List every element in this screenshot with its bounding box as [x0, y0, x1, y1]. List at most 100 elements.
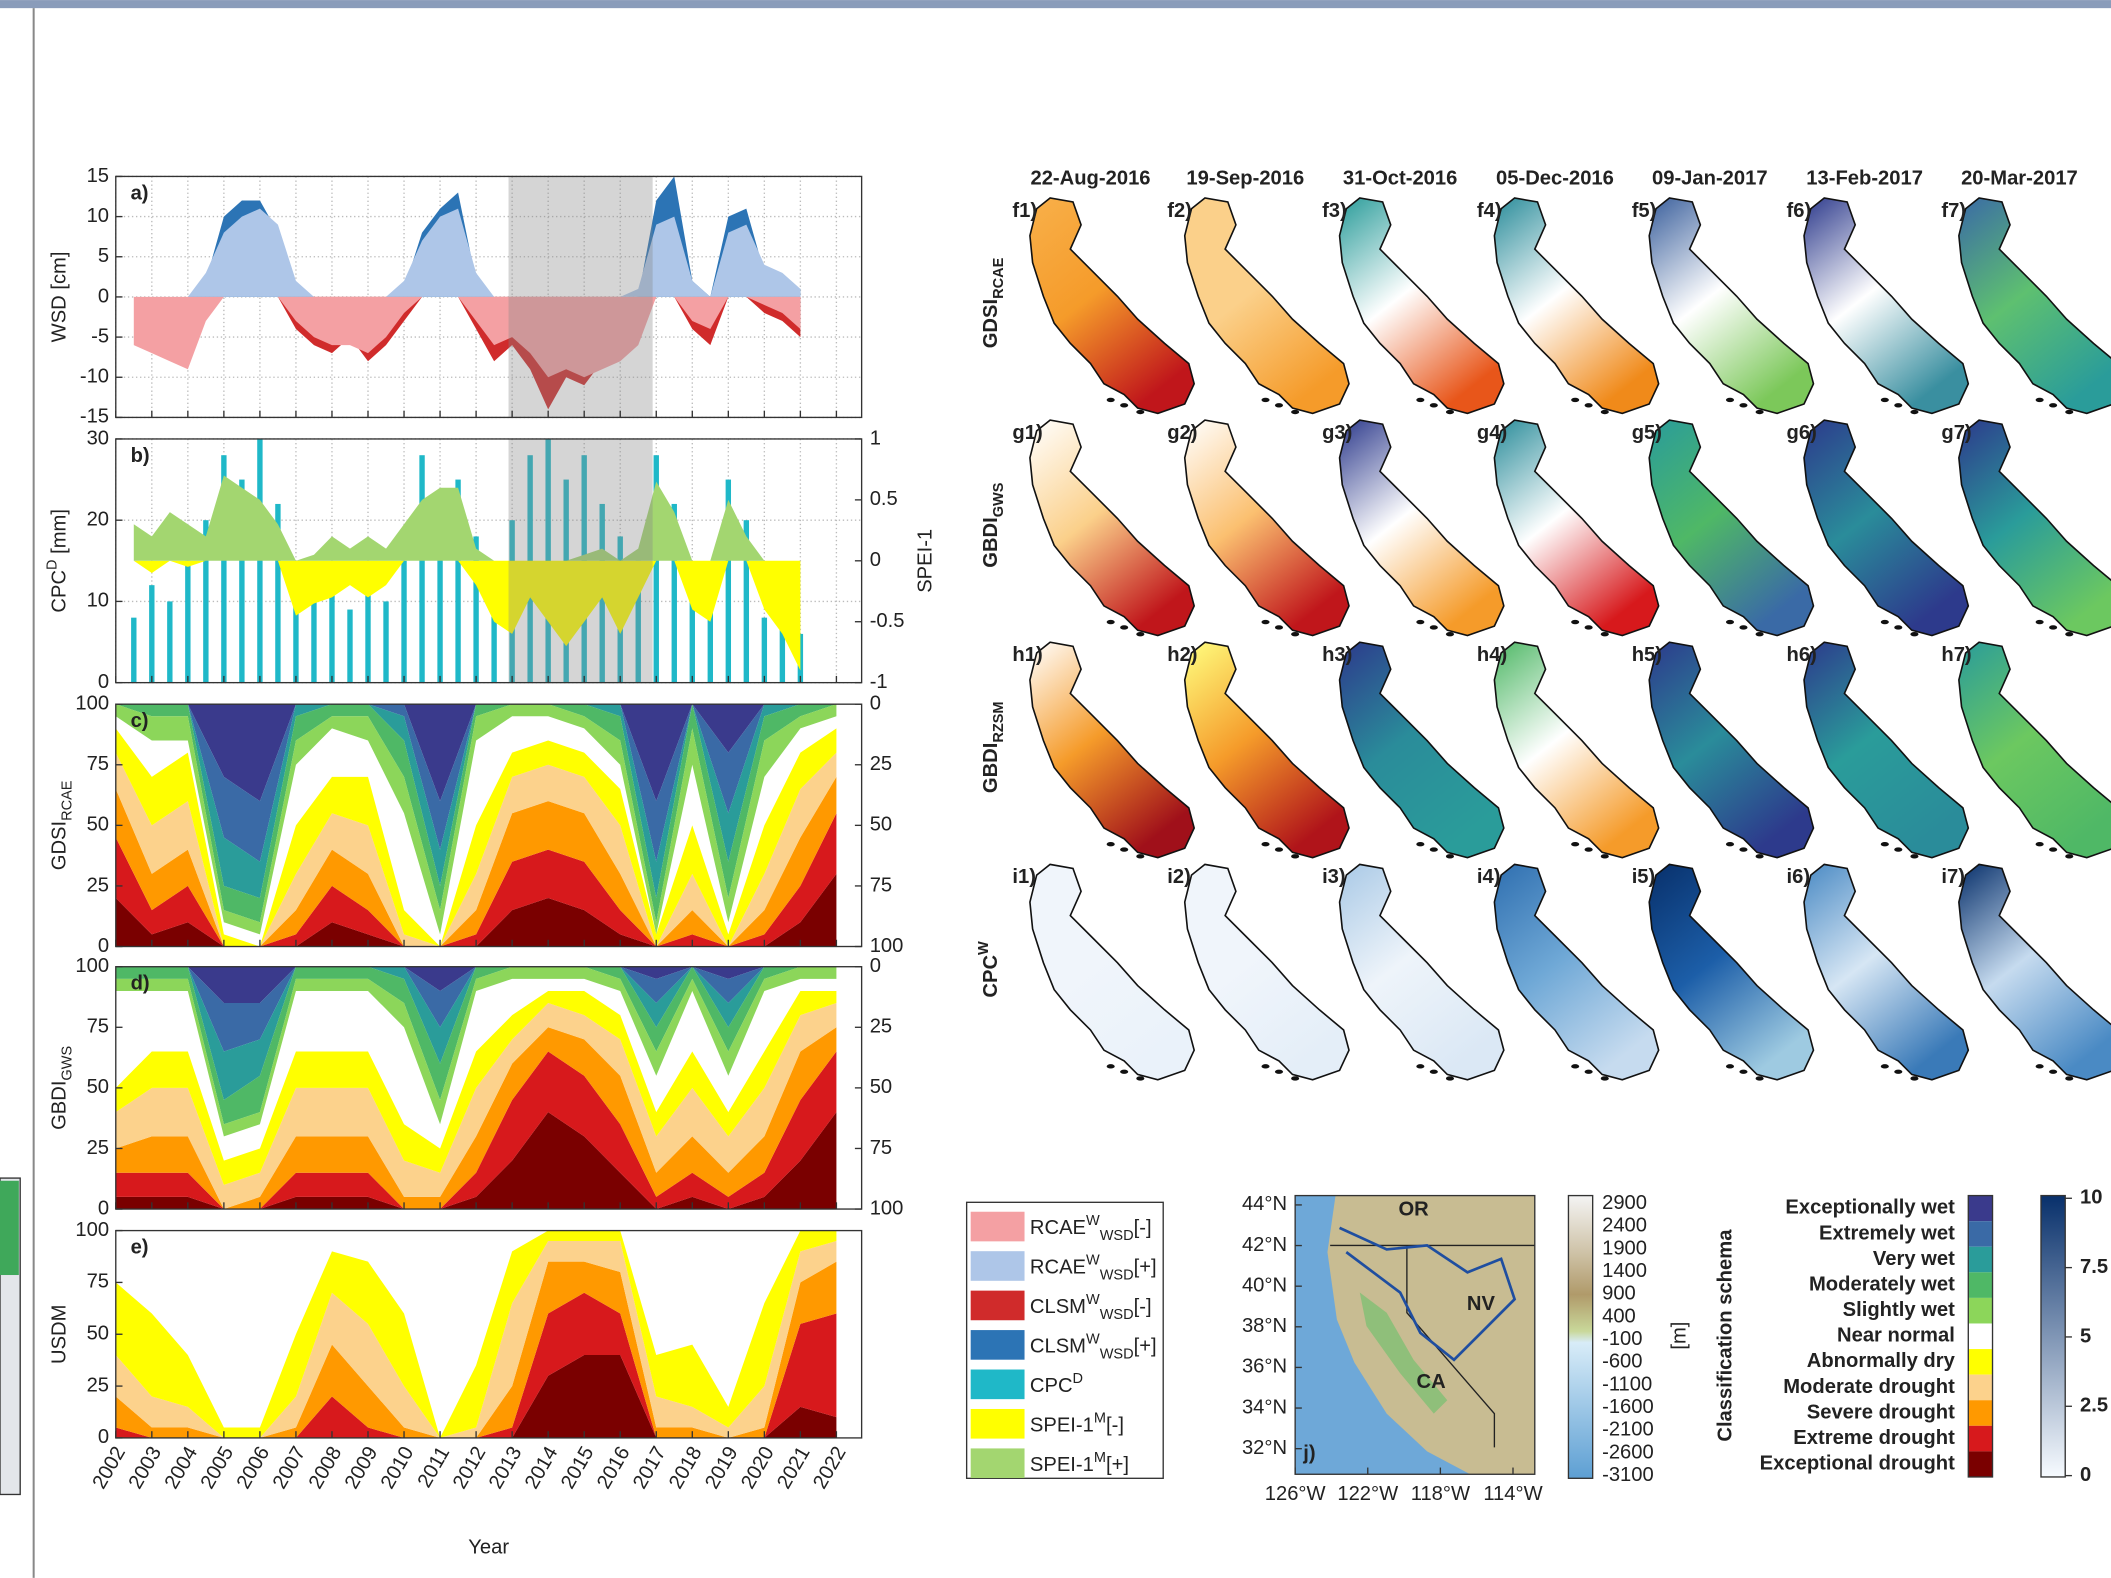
map-region: [1649, 420, 1813, 635]
y-tick-label: 0: [98, 1197, 109, 1219]
x-tick-label: 2007: [269, 1443, 311, 1493]
y2-tick-label: 50: [870, 1076, 892, 1098]
lat-tick-label: 40°N: [1242, 1275, 1287, 1297]
legend-label-part: WSD: [1100, 1346, 1134, 1362]
map-panel-label: i2): [1167, 866, 1191, 888]
x-tick-label: 2022: [809, 1443, 851, 1493]
x-tick-label: 2017: [629, 1443, 671, 1493]
elevation-tick-label: -100: [1602, 1328, 1642, 1350]
y-tick-label: -5: [91, 325, 109, 347]
map-date: 22-Aug-2016: [1030, 167, 1150, 189]
y-tick-label: 25: [87, 1137, 109, 1159]
map-date: 09-Jan-2017: [1652, 167, 1768, 189]
map-island: [1881, 398, 1889, 402]
panel-label: d): [131, 973, 150, 995]
map-panel-label: f3): [1322, 200, 1347, 222]
map-island: [1446, 1076, 1454, 1080]
y-axis-label-part: RCAE: [59, 780, 75, 821]
y-tick-label: 0: [98, 671, 109, 693]
cpc-tick-label: 0: [2080, 1464, 2091, 1486]
legend-label-part: WSD: [1100, 1267, 1134, 1283]
x-tick-label: 2016: [593, 1443, 635, 1493]
map-island: [1120, 847, 1128, 851]
map-region: [1494, 420, 1658, 635]
map-panel-label: h3): [1322, 644, 1352, 666]
map-row-label: GBDIGWS: [981, 482, 1007, 567]
map-region: [1649, 198, 1813, 413]
map-row-label-part: GDSI: [981, 299, 1003, 348]
lat-tick-label: 36°N: [1242, 1356, 1287, 1378]
map-panel-label: i6): [1787, 866, 1811, 888]
legend-label-part: [-]: [1106, 1415, 1124, 1437]
elevation-tick-label: 900: [1602, 1283, 1636, 1305]
cpc-tick-label: 2.5: [2080, 1395, 2108, 1417]
map-region: [1030, 642, 1194, 857]
map-island: [1275, 625, 1283, 629]
map-island: [1585, 847, 1593, 851]
class-label: Moderate drought: [1783, 1376, 1955, 1398]
map-island: [1894, 403, 1902, 407]
map-island: [1881, 1064, 1889, 1068]
legend-label-part: [+]: [1134, 1336, 1157, 1358]
y2-tick-label: -0.5: [870, 610, 905, 632]
class-swatch: [1968, 1323, 1992, 1349]
class-label: Near normal: [1837, 1325, 1955, 1347]
y2-tick-label: 100: [870, 1197, 904, 1219]
map-panel-label: i7): [1941, 866, 1965, 888]
y-tick-label: 50: [87, 1323, 109, 1345]
map-island: [1881, 620, 1889, 624]
map-island: [1430, 403, 1438, 407]
map-island: [1275, 847, 1283, 851]
y2-tick-label: 100: [870, 935, 904, 957]
map-region: [1959, 642, 2111, 857]
map-panel-label: f2): [1167, 200, 1192, 222]
map-island: [1601, 410, 1609, 414]
y2-tick-label: 0.5: [870, 488, 898, 510]
y-axis-label: GBDIGWS: [49, 1046, 75, 1130]
map-region: [1185, 420, 1349, 635]
map-island: [1416, 842, 1424, 846]
map-region: [1030, 420, 1194, 635]
map-island: [1910, 1076, 1918, 1080]
map-region: [1959, 198, 2111, 413]
legend-label-part: M: [1094, 1450, 1106, 1466]
map-region: [1494, 864, 1658, 1079]
map-panel-label: h7): [1941, 644, 1971, 666]
elevation-tick-label: 1400: [1602, 1260, 1647, 1282]
top-bar: [0, 0, 2111, 8]
legend-label-part: [+]: [1106, 1454, 1129, 1476]
map-island: [1136, 410, 1144, 414]
elevation-tick-label: 1900: [1602, 1237, 1647, 1259]
lon-tick-label: 122°W: [1337, 1483, 1398, 1505]
y2-tick-label: 25: [870, 1016, 892, 1038]
map-date: 20-Mar-2017: [1961, 167, 2078, 189]
map-island: [1910, 632, 1918, 636]
map-island: [1446, 854, 1454, 858]
map-panel-label: g2): [1167, 422, 1197, 444]
x-tick-label: 2014: [521, 1443, 563, 1493]
map-island: [1275, 1070, 1283, 1074]
x-tick-label: 2015: [557, 1443, 599, 1493]
lon-tick-label: 126°W: [1265, 1483, 1326, 1505]
elevation-tick-label: -1600: [1602, 1396, 1654, 1418]
map-panel-label: f4): [1477, 200, 1502, 222]
map-island: [1739, 625, 1747, 629]
y-tick-label: 75: [87, 1016, 109, 1038]
map-island: [1571, 1064, 1579, 1068]
map-row-label: GBDIRZSM: [981, 701, 1007, 793]
y-tick-label: 100: [75, 955, 109, 977]
legend-label-part: D: [1073, 1371, 1084, 1387]
x-tick-label: 2020: [737, 1443, 779, 1493]
map-panel-label: f7): [1941, 200, 1966, 222]
bar: [401, 561, 406, 683]
legend-label-part: RCAE: [1030, 1257, 1086, 1279]
map-panel-label: g6): [1787, 422, 1817, 444]
map-island: [1120, 1070, 1128, 1074]
lat-tick-label: 34°N: [1242, 1396, 1287, 1418]
cpc-colorbar: [2041, 1196, 2065, 1477]
x-tick-label: 2009: [341, 1443, 383, 1493]
map-island: [2036, 842, 2044, 846]
map-island: [2065, 410, 2073, 414]
lon-tick-label: 114°W: [1483, 1483, 1542, 1505]
legend-label-part: [-]: [1134, 1296, 1152, 1318]
